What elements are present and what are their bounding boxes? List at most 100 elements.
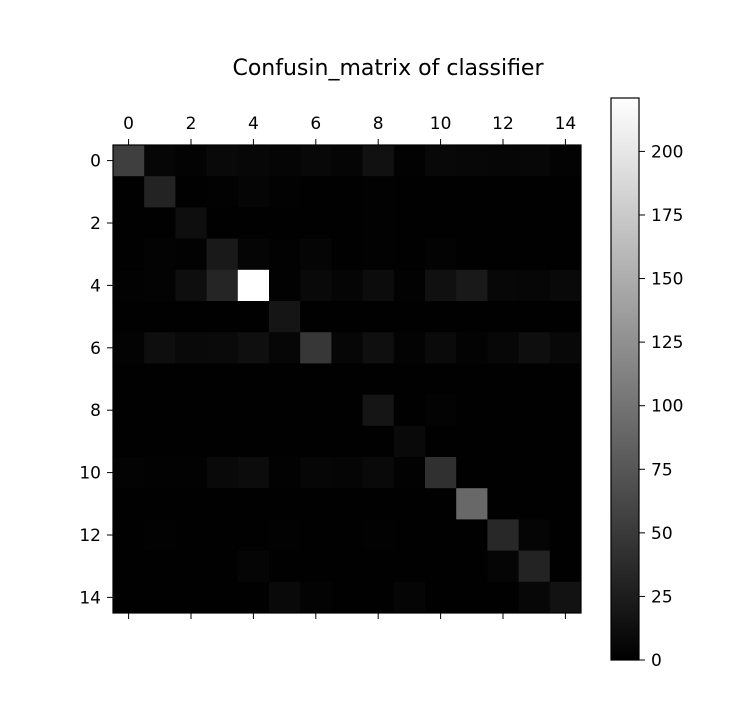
heatmap-cell-14-8 [362,581,395,614]
heatmap-cell-14-2 [175,581,207,614]
heatmap-cell-6-3 [206,332,239,364]
heatmap-cell-6-1 [144,332,176,364]
heatmap-cell-10-11 [456,457,488,489]
heatmap-cell-7-14 [549,363,582,395]
y-tick-label-10: 10 [79,464,101,484]
y-tick-label-8: 8 [90,401,101,421]
heatmap-cell-8-1 [144,394,176,427]
heatmap-cell-2-1 [144,207,176,239]
heatmap-cell-10-1 [144,457,176,489]
colorbar-tick-label-200: 200 [651,142,683,162]
heatmap-cell-3-14 [549,238,582,271]
heatmap-cell-7-8 [362,363,395,395]
heatmap-cell-5-1 [144,301,176,333]
y-axis-ticks: 0 2 4 6 8 10 12 14 [79,152,113,608]
heatmap-cell-1-3 [206,176,239,208]
heatmap-cell-6-14 [549,332,582,364]
heatmap-cell-12-8 [362,519,395,551]
heatmap-cell-2-6 [300,207,332,239]
heatmap-cell-3-2 [175,238,207,271]
heatmap-cell-1-6 [300,176,332,208]
heatmap-cell-13-14 [549,550,582,583]
heatmap-cell-2-8 [362,207,395,239]
heatmap-cell-14-12 [487,581,519,614]
heatmap-cell-4-14 [549,269,582,302]
heatmap-cell-9-7 [331,425,363,458]
heatmap-cell-11-10 [425,488,457,520]
heatmap-cell-2-12 [487,207,519,239]
colorbar-tick-label-0: 0 [651,651,662,671]
heatmap-cell-11-5 [269,488,301,520]
heatmap-cell-12-9 [393,519,426,551]
heatmap-cell-12-12 [487,519,519,551]
heatmap-cell-13-7 [331,550,363,583]
heatmap-cell-6-2 [175,332,207,364]
heatmap-cell-9-5 [269,425,301,458]
heatmap-cell-9-8 [362,425,395,458]
heatmap-cell-14-11 [456,581,488,614]
heatmap-cell-12-0 [113,519,145,551]
heatmap-cell-1-8 [362,176,395,208]
heatmap-cell-2-2 [175,207,207,239]
heatmap-cell-5-3 [206,301,239,333]
heatmap-cell-9-0 [113,425,145,458]
heatmap-cell-12-6 [300,519,332,551]
heatmap-cell-11-13 [518,488,551,520]
heatmap-cell-6-8 [362,332,395,364]
colorbar [610,97,640,661]
heatmap-cell-13-11 [456,550,488,583]
heatmap-cell-13-5 [269,550,301,583]
heatmap-cell-9-13 [518,425,551,458]
heatmap-cell-3-6 [300,238,332,271]
heatmap-cell-10-7 [331,457,363,489]
heatmap-cell-13-12 [487,550,519,583]
heatmap-cell-6-9 [393,332,426,364]
heatmap-cell-2-3 [206,207,239,239]
heatmap-cell-14-3 [206,581,239,614]
heatmap-cell-14-9 [393,581,426,614]
heatmap-cell-13-10 [425,550,457,583]
heatmap-cell-10-6 [300,457,332,489]
heatmap-cell-4-0 [113,269,145,302]
heatmap-cell-9-11 [456,425,488,458]
chart-title: Confusin_matrix of classifier [232,56,544,81]
heatmap-cell-11-1 [144,488,176,520]
heatmap-cell-6-0 [113,332,145,364]
heatmap-cell-1-10 [425,176,457,208]
heatmap-cell-6-10 [425,332,457,364]
y-tick-label-6: 6 [90,339,101,359]
heatmap-cell-0-2 [175,145,207,177]
heatmap-cell-7-0 [113,363,145,395]
heatmap-cell-5-4 [237,301,270,333]
heatmap-cell-4-13 [518,269,551,302]
heatmap-cell-0-0 [113,145,145,177]
heatmap-cell-6-12 [487,332,519,364]
heatmap-cell-9-2 [175,425,207,458]
heatmap-cell-3-3 [206,238,239,271]
heatmap-cell-11-9 [393,488,426,520]
heatmap-cell-5-11 [456,301,488,333]
heatmap-cell-14-7 [331,581,363,614]
heatmap-cell-4-8 [362,269,395,302]
heatmap-cell-6-6 [300,332,332,364]
heatmap-cell-7-9 [393,363,426,395]
heatmap-cell-10-14 [549,457,582,489]
heatmap-cell-12-3 [206,519,239,551]
colorbar-tick-label-150: 150 [651,270,683,290]
heatmap-cell-13-4 [237,550,270,583]
heatmap-cell-3-5 [269,238,301,271]
heatmap-cell-12-13 [518,519,551,551]
x-tick-label-10: 10 [430,114,452,134]
heatmap-cell-14-1 [144,581,176,614]
y-tick-label-14: 14 [79,588,101,608]
heatmap-cell-0-1 [144,145,176,177]
heatmap-cell-10-2 [175,457,207,489]
heatmap-cell-11-2 [175,488,207,520]
heatmap-cell-4-1 [144,269,176,302]
heatmap-cell-3-12 [487,238,519,271]
heatmap-cell-12-1 [144,519,176,551]
heatmap-cell-1-4 [237,176,270,208]
heatmap-cell-2-4 [237,207,270,239]
heatmap-cell-3-1 [144,238,176,271]
heatmap-cell-14-0 [113,581,145,614]
